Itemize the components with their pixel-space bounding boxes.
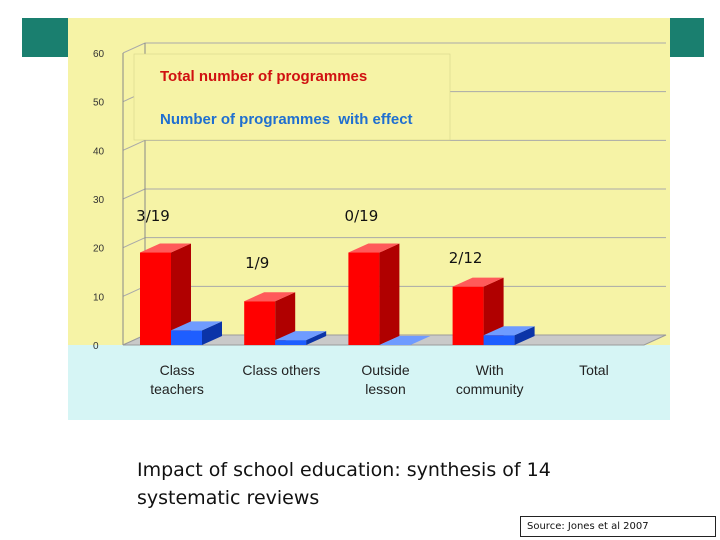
y-tick-label: 50 [93,98,105,109]
x-tick-label: lesson [365,381,405,397]
caption-line-2: systematic reviews [137,487,320,509]
teal-accent-left [22,18,72,57]
annotations: 3/19 1/9 0/19 2/12 [136,207,482,272]
gridline-depth [122,188,146,200]
bar-side [171,243,191,345]
bar-top [171,321,222,331]
bar-effect [275,331,327,345]
y-tick-labels: 0 10 20 30 40 50 60 [93,49,105,352]
y-tick-label: 20 [93,244,105,255]
x-tick-label: With [476,362,504,378]
bar-total [244,292,296,345]
x-tick-label: Class [160,362,195,378]
bar-front [171,330,202,345]
x-tick-label: Class others [242,362,320,378]
chart-floor-background [68,345,670,420]
caption: Impact of school education: synthesis of… [137,456,617,512]
ratio-annotation: 3/19 [136,207,170,225]
caption-line-1: Impact of school education: synthesis of… [137,459,551,481]
source-citation: Source: Jones et al 2007 [520,516,716,537]
y-tick-label: 0 [93,341,99,352]
bar-front [348,252,380,345]
bar-total [348,243,400,345]
legend-label-effect: Number of programmes with effect [160,111,413,128]
bar-top [483,326,535,336]
legend-box [133,53,451,141]
x-tick-label: Outside [361,362,409,378]
bar-effect [483,326,535,345]
bar-side [275,292,296,345]
ratio-annotation: 2/12 [449,249,483,267]
bar-front [140,252,171,345]
bar-effect [171,321,222,345]
bar-total [452,277,504,345]
bar-front [483,335,515,345]
x-tick-label: Total [579,362,609,378]
y-tick-label: 10 [93,292,105,303]
bar-front [452,286,484,345]
bar-side [306,331,327,345]
legend-label-total: Total number of programmes [160,68,367,85]
bar-front [275,340,307,345]
bar-front [244,301,276,345]
bar-total [140,243,191,345]
bar-side [202,321,222,345]
bar-side [379,243,400,345]
bars-layer [140,243,535,345]
x-tick-labels: Class teachers Class others Outside lesson Wi… [150,362,608,397]
bar-top [348,243,400,253]
bar-top [452,277,504,287]
bar-effect [379,336,431,345]
x-tick-label: community [456,381,524,397]
x-tick-label: teachers [150,381,204,397]
y-tick-label: 60 [93,49,105,60]
gridline-depth [122,42,146,54]
bar-top [379,336,431,345]
bar-top [244,292,296,302]
y-tick-label: 30 [93,195,105,206]
gridline-depth [122,237,146,249]
bar-top [275,331,327,341]
bar-side [514,326,535,345]
y-tick-label: 40 [93,146,105,157]
bar-top [140,243,191,253]
bar-side [483,277,504,345]
gridline-depth [122,139,146,151]
ratio-annotation: 1/9 [245,254,269,272]
bar-chart: 0 10 20 30 40 50 60 Total number of programmes… [68,18,670,420]
legend: Total number of programmes Number of pro… [133,53,451,141]
ratio-annotation: 0/19 [345,207,379,225]
